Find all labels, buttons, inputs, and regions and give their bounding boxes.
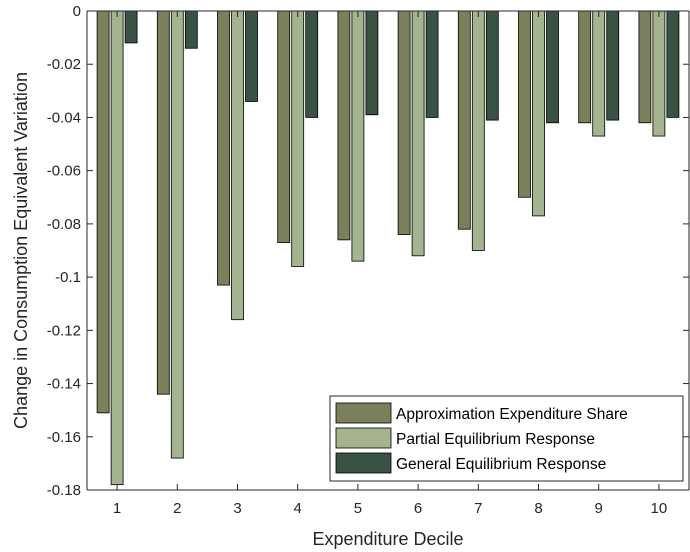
y-tick-label: -0.06 <box>47 163 81 180</box>
bar-s2-9 <box>592 10 606 137</box>
bar-s1-9 <box>578 10 592 124</box>
bars-layer <box>96 10 680 486</box>
x-tick-label: 10 <box>651 500 668 517</box>
y-tick-label: -0.14 <box>47 376 81 393</box>
x-tick-label: 4 <box>294 500 302 517</box>
bar-s3-9 <box>606 10 620 121</box>
bar-s2-6 <box>411 10 425 257</box>
y-tick-label: 0 <box>73 3 81 20</box>
bar-s3-4 <box>305 10 319 118</box>
bar-s3-10 <box>666 10 680 118</box>
bar-s1-3 <box>217 10 230 286</box>
bar-s2-2 <box>170 10 184 459</box>
bar-s3-6 <box>425 10 439 118</box>
bar-s1-7 <box>457 10 471 230</box>
bar-s3-7 <box>485 10 499 121</box>
bar-s2-1 <box>110 10 124 486</box>
bar-s2-5 <box>351 10 365 262</box>
x-axis-title: Expenditure Decile <box>312 529 463 549</box>
y-tick-label: -0.02 <box>47 56 81 73</box>
bar-s1-8 <box>518 10 531 198</box>
legend-label-2: Partial Equilibrium Response <box>396 431 595 448</box>
bar-s1-4 <box>277 10 291 243</box>
legend-label-3: General Equilibrium Response <box>396 456 606 473</box>
x-tick-label: 3 <box>233 500 241 517</box>
bar-s2-7 <box>471 10 485 251</box>
legend: Approximation Expenditure Share Partial E… <box>329 395 684 482</box>
x-tick-label: 9 <box>595 500 603 517</box>
bar-s1-10 <box>638 10 652 124</box>
bar-s2-4 <box>291 10 305 267</box>
bar-s2-8 <box>532 10 545 217</box>
y-tick-label: -0.1 <box>55 269 81 286</box>
y-tick-label: -0.08 <box>47 216 81 233</box>
legend-swatch-1 <box>335 402 392 424</box>
bar-s1-1 <box>96 10 110 414</box>
bar-s1-2 <box>156 10 170 395</box>
axes-layer <box>86 10 690 491</box>
x-tick-label: 1 <box>113 500 121 517</box>
x-tick-label: 2 <box>173 500 181 517</box>
bar-s1-6 <box>397 10 411 235</box>
bar-s3-1 <box>124 10 138 44</box>
ticks-layer: 0 -0.02 -0.04 -0.06 -0.08 -0.1 -0.12 -0.14 -0.16… <box>47 3 689 517</box>
legend-swatch-3 <box>335 452 392 474</box>
bar-s1-5 <box>337 10 351 241</box>
y-tick-label: -0.04 <box>47 109 81 126</box>
y-tick-label: -0.18 <box>47 482 81 499</box>
legend-label-1: Approximation Expenditure Share <box>396 406 628 423</box>
bar-s2-3 <box>231 10 244 321</box>
bar-s3-5 <box>365 10 379 116</box>
y-tick-label: -0.16 <box>47 429 81 446</box>
x-tick-label: 5 <box>354 500 362 517</box>
x-tick-label: 8 <box>534 500 542 517</box>
bar-s2-10 <box>652 10 666 137</box>
x-tick-label: 7 <box>474 500 482 517</box>
bar-s3-8 <box>546 10 559 124</box>
x-tick-label: 6 <box>414 500 422 517</box>
bar-s3-2 <box>184 10 198 49</box>
y-tick-label: -0.12 <box>47 322 81 339</box>
legend-swatch-2 <box>335 427 392 449</box>
y-axis-title: Change in Consumption Equivalent Variati… <box>11 72 31 429</box>
bar-s3-3 <box>245 10 258 102</box>
